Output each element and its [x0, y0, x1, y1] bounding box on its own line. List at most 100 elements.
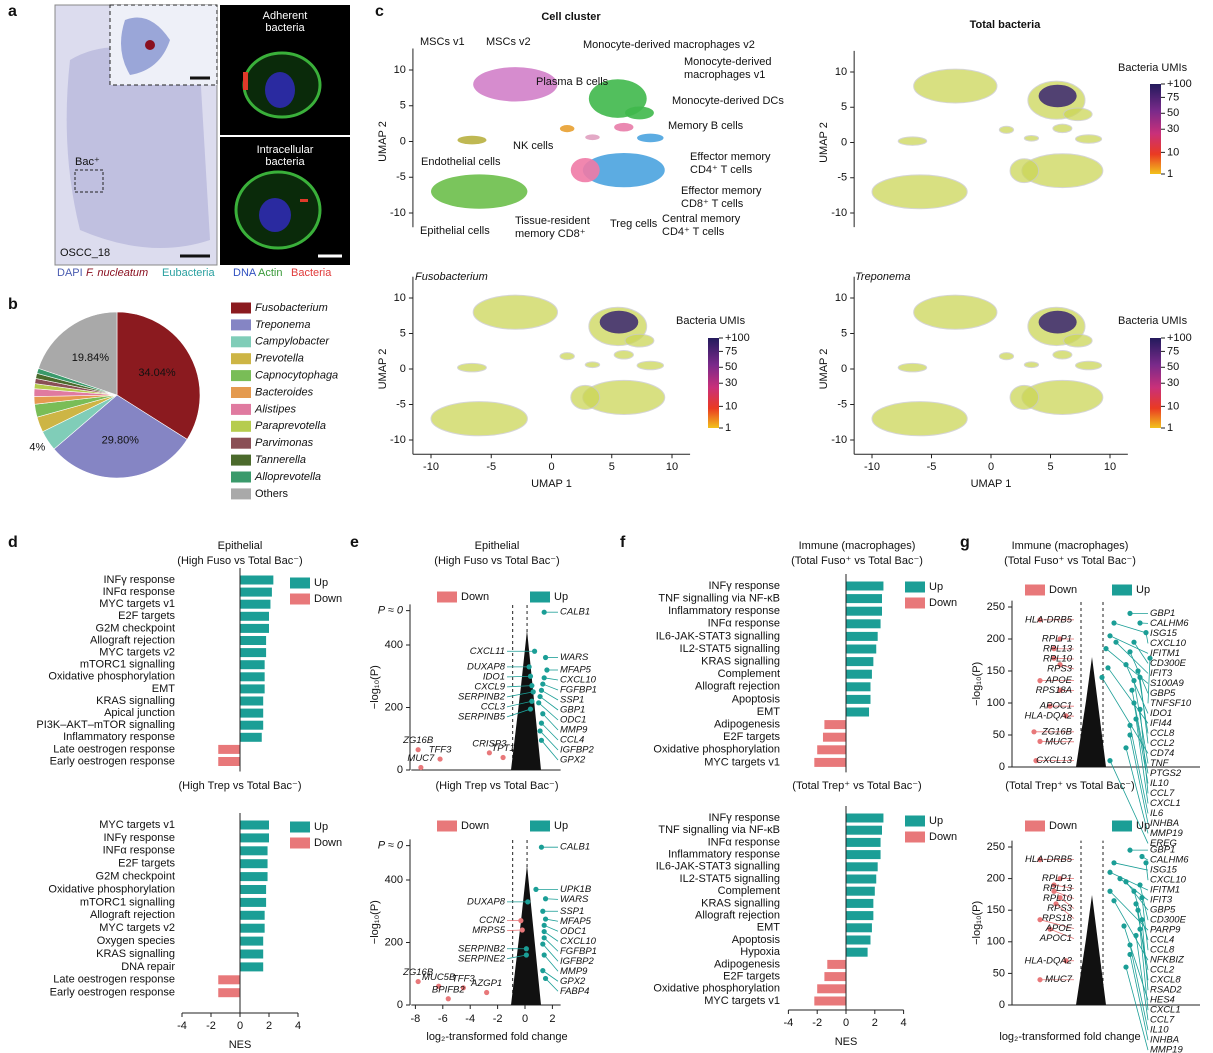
category-label: KRAS signalling — [96, 948, 175, 960]
pie-slice — [116, 311, 201, 440]
legend-swatch — [231, 471, 251, 483]
cluster-region — [472, 294, 559, 330]
cluster-region — [897, 136, 928, 146]
y-tick-label: 5 — [841, 101, 847, 113]
cluster-region — [871, 401, 968, 437]
point-cloud — [511, 630, 541, 770]
gene-point — [460, 985, 466, 991]
gene-label: CXCL13 — [1036, 755, 1073, 766]
category-label: INFγ response — [708, 580, 780, 592]
category-label: MYC targets v1 — [99, 598, 175, 610]
category-label: Late oestrogen response — [53, 743, 175, 755]
gene-label: GBP1 — [1150, 845, 1175, 856]
bar — [240, 732, 262, 742]
bar — [822, 732, 846, 742]
colorbar-tick-label: 10 — [1167, 146, 1179, 158]
x-tick-label: 0 — [237, 1020, 243, 1032]
cluster-label: Effector memory — [681, 185, 762, 197]
category-label: mTORC1 signalling — [80, 659, 175, 671]
legend-swatch — [231, 353, 251, 365]
leader-line — [543, 931, 559, 942]
gene-label: IL10 — [1150, 1025, 1169, 1036]
x-tick-label: 2 — [872, 1017, 878, 1029]
legend-label: Alistipes — [254, 403, 296, 415]
x-tick-label: 10 — [1104, 461, 1116, 473]
bar — [846, 813, 884, 823]
x-tick-label: 4 — [901, 1017, 907, 1029]
bar — [846, 923, 872, 933]
gene-label: CD300E — [1150, 915, 1187, 926]
category-label: Oxidative phosphorylation — [653, 744, 780, 756]
cluster-region — [473, 67, 558, 102]
category-label: Oxidative phosphorylation — [48, 671, 175, 683]
y-tick-label: -10 — [390, 434, 406, 446]
colorbar-tick-label: 30 — [1167, 377, 1179, 389]
legend-swatch — [905, 815, 925, 827]
gene-label: CCN2 — [479, 915, 506, 926]
gene-label: HLA-DQA2 — [1024, 955, 1072, 966]
gene-label: RPS3 — [1047, 903, 1073, 914]
gene-label: SERPINB5 — [458, 711, 506, 722]
image-label: Adherent — [263, 10, 308, 22]
gene-label: MUC5B — [422, 972, 456, 983]
y-tick-label: 10 — [835, 292, 847, 304]
cluster-label: Monocyte-derived DCs — [672, 95, 784, 107]
category-label: MYC targets v2 — [99, 922, 175, 934]
bar — [846, 669, 872, 679]
leader-line — [544, 924, 559, 932]
leader-line — [506, 685, 532, 688]
bar — [846, 874, 877, 884]
category-label: mTORC1 signalling — [80, 896, 175, 908]
colorbar-tick-label: +100 — [1167, 332, 1192, 344]
bar — [240, 660, 265, 670]
colorbar-title: Bacteria UMIs — [1118, 62, 1188, 74]
legend-label: Paraprevotella — [255, 420, 326, 432]
y-tick-label: 150 — [987, 904, 1005, 916]
bacteria-spot — [145, 40, 155, 50]
leader-line — [1147, 658, 1151, 704]
bar — [240, 885, 267, 894]
y-tick-label: 200 — [987, 873, 1005, 885]
y-tick-label: 0 — [999, 999, 1005, 1011]
gene-label: CCL4 — [560, 735, 584, 746]
x-tick-label: -4 — [177, 1020, 187, 1032]
cluster-label: Monocyte-derived — [684, 56, 771, 68]
bacterium — [243, 72, 248, 90]
chart-subtitle: (High Trep vs Total Bac⁻) — [436, 780, 559, 792]
y-tick-label: 10 — [835, 66, 847, 78]
gene-label: ZG16B — [1041, 726, 1073, 737]
gene-label: CXCL10 — [1150, 875, 1187, 886]
leader-line — [1129, 651, 1149, 694]
legend-label: Parvimonas — [255, 437, 314, 449]
x-tick-label: -6 — [438, 1013, 448, 1025]
y-tick-label: P ≈ 0 — [378, 605, 404, 617]
leader-line — [1113, 622, 1149, 634]
bar — [846, 850, 881, 860]
y-tick-label: 200 — [987, 633, 1005, 645]
leader-line — [1129, 954, 1149, 1041]
leader-line — [1049, 928, 1075, 939]
bacterium — [300, 199, 308, 202]
legend-label: Up — [929, 581, 943, 593]
cluster-region — [1009, 158, 1040, 184]
cluster-region — [998, 125, 1015, 134]
gene-label: AZGP1 — [470, 978, 502, 989]
bar — [218, 988, 240, 998]
legend-swatch — [231, 420, 251, 432]
colorbar-tick-label: 75 — [725, 345, 737, 357]
legend-swatch — [1112, 820, 1132, 832]
panel-letter: f — [620, 534, 626, 551]
cluster-region — [1074, 134, 1103, 144]
cluster-region — [1074, 360, 1103, 371]
gene-label: ISG15 — [1150, 628, 1178, 639]
category-label: Adipogenesis — [714, 958, 781, 970]
legend-label: Bacteroides — [255, 386, 314, 398]
category-label: INFα response — [708, 618, 780, 630]
category-label: INFα response — [708, 836, 780, 848]
stain-label: DNA — [233, 267, 257, 279]
gene-label: GBP1 — [560, 705, 585, 716]
bar — [846, 682, 871, 692]
cluster-label: Tissue-resident — [515, 215, 590, 227]
gene-label: ZG16B — [402, 967, 434, 978]
leader-line — [506, 675, 531, 678]
